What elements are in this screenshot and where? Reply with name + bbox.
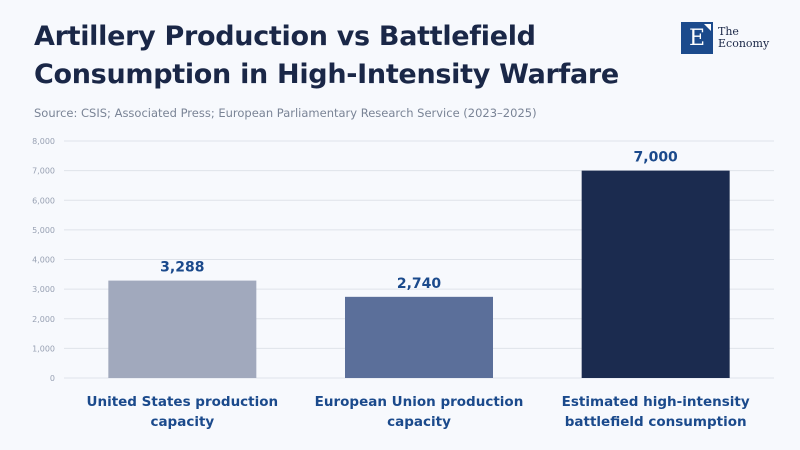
bar [581,170,730,378]
y-tick-label: 5,000 [32,226,55,235]
chart-title: Artillery Production vs Battlefield Cons… [34,21,619,90]
y-tick-label: 3,000 [32,285,55,294]
x-tick-label: capacity [387,414,451,430]
y-tick-label: 2,000 [32,315,55,324]
y-tick-label: 6,000 [32,196,55,205]
bar [345,296,493,378]
logo-line2: Economy [718,37,770,50]
y-tick-label: 7,000 [32,167,55,176]
logo: E The Economy [681,22,769,54]
value-label: 3,288 [160,260,204,276]
x-tick-label: battlefield consumption [565,414,747,430]
source-note: Source: CSIS; Associated Press; European… [34,106,537,120]
x-tick-label: Estimated high-intensity [562,394,750,410]
logo-line1: The [718,25,739,38]
x-tick-label: capacity [150,414,214,430]
x-tick-label: European Union production [315,394,524,410]
logo-mark: E [681,22,713,54]
value-label: 2,740 [397,276,442,292]
bar [108,280,257,378]
y-tick-label: 8,000 [32,137,55,146]
value-label: 7,000 [634,150,679,166]
x-tick-label: United States production [87,394,279,410]
y-tick-label: 1,000 [32,344,55,353]
y-tick-label: 4,000 [32,256,55,265]
y-tick-label: 0 [50,374,55,383]
